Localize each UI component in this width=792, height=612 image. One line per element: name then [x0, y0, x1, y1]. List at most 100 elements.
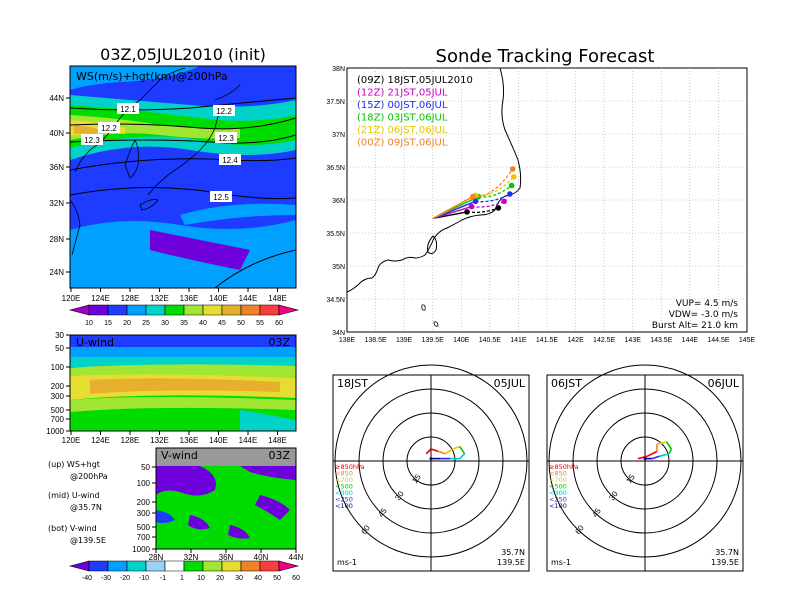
u-wind-frame: [69, 334, 297, 432]
v-colorbar-label: 10: [197, 575, 205, 582]
u-wind-panel: [70, 335, 296, 431]
track-landing-point: [508, 182, 515, 189]
v-wind-time: 03Z: [268, 449, 290, 462]
v-lat-label: 40N: [254, 553, 269, 562]
map-lon-label: 132E: [150, 294, 169, 303]
v-colorbar: -40 -30 -20 -10 -1 1 10 20 30 40 50 60: [68, 560, 300, 582]
track-lon-label: 138E: [339, 337, 356, 344]
hodograph-unit: ms-1: [337, 558, 357, 567]
v-colorbar-swatch: [88, 560, 109, 572]
map-lon-label: 120E: [62, 294, 81, 303]
ws-colorbar-label: 55: [256, 320, 264, 327]
map-lat-label: 24N: [49, 268, 64, 277]
hodograph-segment: [430, 448, 439, 453]
hodograph-segment: [425, 448, 432, 455]
ws-colorbar-swatch: [259, 304, 280, 316]
track-lat-label: 35N: [332, 264, 345, 271]
param-burst: Burst Alt= 21.0 km: [652, 321, 738, 331]
ws-colorbar-swatch: [126, 304, 147, 316]
u-p-label: 30: [55, 331, 64, 340]
contour-label: 12.2: [101, 124, 117, 133]
track-lat-label: 37N: [332, 132, 345, 139]
note-bot-1: (bot) V-wind: [48, 524, 97, 533]
contour-label: 12.4: [222, 156, 238, 165]
track-lat-label: 38N: [332, 66, 345, 73]
ws-colorbar-swatch: [164, 304, 185, 316]
v-colorbar-swatch: [202, 560, 223, 572]
hodograph-layer-label: ≥850hPa: [335, 463, 365, 471]
v-colorbar-label: -40: [82, 575, 92, 582]
param-vup: VUP= 4.5 m/s: [676, 299, 739, 309]
hodograph-layer-label: <300: [335, 489, 353, 497]
map-lat-label: 28N: [49, 235, 64, 244]
track-legend-entry: (21Z) 06JST,06JUL: [357, 125, 448, 136]
ws-colorbar-swatch: [183, 304, 204, 316]
sonde-tracks: [432, 166, 517, 220]
ws-colorbar-swatch: [221, 304, 242, 316]
contour-label-box: [98, 122, 120, 133]
track-lon-label: 145E: [739, 337, 756, 344]
ws-map-panel: [70, 66, 296, 288]
ws-colorbar-label: 45: [218, 320, 226, 327]
contour-label-box: [215, 132, 237, 143]
ws-colorbar: 10 15 20 25 30 35 40 45 50 55 60: [68, 304, 300, 327]
map-lon-label: 128E: [121, 294, 140, 303]
hodograph-segment: [668, 448, 673, 455]
hodograph-layer-label: <100: [335, 502, 353, 510]
hodograph-layer-label: <500: [335, 483, 353, 491]
ws-colorbar-label: 25: [142, 320, 150, 327]
hodograph-segment: [459, 446, 466, 455]
v-colorbar-label: 50: [273, 575, 281, 582]
track-lon-label: 143E: [625, 337, 642, 344]
contour-label: 12.5: [213, 193, 229, 202]
v-colorbar-swatch: [164, 560, 185, 572]
u-wind-time: 03Z: [268, 336, 290, 349]
v-p-label: 1000: [132, 545, 150, 554]
hodograph-lon: 139.5E: [497, 558, 525, 567]
main-title: Sonde Tracking Forecast: [436, 46, 655, 67]
u-lon-ticks: 120E 124E 128E 132E 136E 140E 144E 148E: [62, 431, 287, 445]
hodograph-layer-label: <700: [335, 476, 353, 484]
hodograph-segment: [665, 441, 673, 450]
track-lon-label: 140.5E: [479, 337, 502, 344]
track-descent: [471, 200, 505, 208]
track-gridlines: [347, 68, 747, 332]
v-p-label: 500: [137, 523, 151, 532]
v-colorbar-swatch: [278, 560, 300, 572]
hodograph-layer-label: <850: [549, 470, 567, 478]
contour-label-box: [81, 134, 103, 145]
hodograph-lon: 139.5E: [711, 558, 739, 567]
v-lat-label: 32N: [184, 553, 199, 562]
ws-colorbar-swatch: [278, 304, 300, 316]
left-title: 03Z,05JUL2010 (init): [100, 45, 266, 64]
ws-colorbar-swatch: [240, 304, 261, 316]
hodograph-unit: ms-1: [551, 558, 571, 567]
contour-label-box: [117, 103, 139, 114]
u-lon-label: 120E: [62, 436, 81, 445]
map-lat-label: 32N: [49, 199, 64, 208]
v-colorbar-label: -1: [160, 575, 166, 582]
contour-label-box: [219, 154, 241, 165]
ws-colorbar-swatch: [145, 304, 166, 316]
ws-colorbar-label: 15: [104, 320, 112, 327]
map-lon-label: 140E: [209, 294, 228, 303]
track-legend-entry: (12Z) 21JST,05JUL: [357, 88, 448, 99]
hodograph-layer-label: <250: [549, 496, 567, 504]
contour-label: 12.3: [84, 136, 100, 145]
v-colorbar-label: 60: [292, 575, 300, 582]
v-colorbar-label: 40: [254, 575, 262, 582]
ws-colorbar-label: 40: [199, 320, 207, 327]
track-legend: (09Z) 18JST,05JUL2010(12Z) 21JST,05JUL(1…: [357, 75, 473, 149]
v-colorbar-swatch: [126, 560, 147, 572]
u-lon-label: 124E: [91, 436, 110, 445]
ws-colorbar-label: 30: [161, 320, 169, 327]
ws-map-label: WS(m/s)+hgt(km)@200hPa: [76, 70, 228, 83]
v-p-label: 300: [137, 509, 151, 518]
track-lon-label: 139.5E: [422, 337, 445, 344]
contour-label: 12.3: [218, 134, 234, 143]
param-vdw: VDW= -3.0 m/s: [669, 310, 739, 320]
u-lon-label: 128E: [121, 436, 140, 445]
contour-label: 12.2: [216, 107, 232, 116]
